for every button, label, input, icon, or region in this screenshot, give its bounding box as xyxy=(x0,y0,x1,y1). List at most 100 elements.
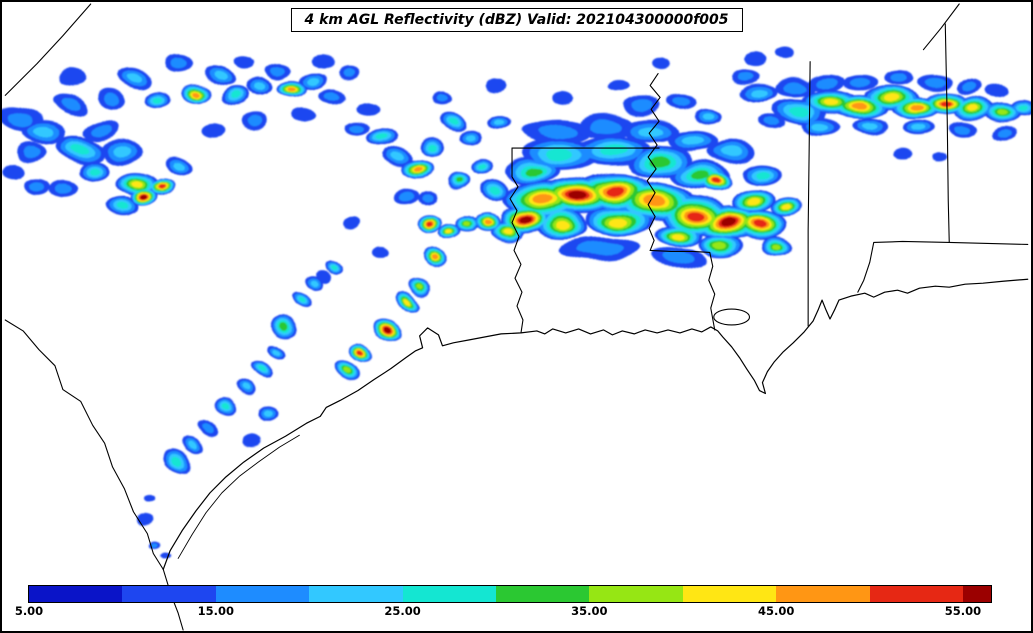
radar-echo xyxy=(233,56,256,71)
colorbar-tick-label: 15.00 xyxy=(197,604,234,618)
radar-echo xyxy=(743,52,768,67)
radar-echo xyxy=(550,91,573,106)
radar-echo xyxy=(822,98,840,106)
colorbar xyxy=(28,585,992,603)
radar-echo xyxy=(202,423,214,434)
radar-echo xyxy=(59,97,79,112)
radar-echo xyxy=(463,221,470,226)
radar-echo xyxy=(56,181,73,192)
radar-echo xyxy=(611,215,629,224)
radar-echo xyxy=(414,283,421,289)
radar-echoes-layer xyxy=(2,47,1031,562)
radar-echo xyxy=(130,180,143,188)
colorbar-tick-label: 25.00 xyxy=(384,604,421,618)
radar-echo xyxy=(88,165,101,173)
colorbar-segment xyxy=(682,586,777,602)
radar-echo xyxy=(426,221,433,226)
radar-echo xyxy=(748,197,761,205)
radar-echo xyxy=(691,170,710,180)
colorbar-segment xyxy=(29,586,123,602)
radar-echo xyxy=(351,123,365,132)
radar-echo xyxy=(31,180,47,190)
radar-echo xyxy=(328,263,336,270)
radar-echo xyxy=(238,386,248,395)
radar-echo xyxy=(314,269,331,284)
radar-echo xyxy=(862,123,878,132)
radar-echo xyxy=(24,147,42,159)
radar-echo xyxy=(220,404,229,412)
radar-echo xyxy=(486,76,509,91)
radar-echo xyxy=(478,164,487,170)
radar-echo xyxy=(428,144,437,150)
radar-echo xyxy=(645,195,665,206)
radar-echo xyxy=(296,298,304,305)
colorbar-segment xyxy=(309,586,403,602)
radar-echo xyxy=(3,162,28,179)
radar-echo xyxy=(171,162,185,172)
colorbar-tick-label: 45.00 xyxy=(757,604,795,618)
radar-echo xyxy=(811,123,829,132)
radar-echo xyxy=(158,184,165,189)
radar-echo xyxy=(419,192,432,201)
radar-echo xyxy=(91,123,111,136)
radar-echo xyxy=(720,147,741,157)
radar-echo xyxy=(151,542,159,547)
colorbar-tick-label: 55.00 xyxy=(944,604,982,618)
radar-echo xyxy=(547,149,576,161)
radar-echo xyxy=(140,194,147,199)
radar-echo xyxy=(673,97,693,107)
radar-echo xyxy=(997,109,1009,116)
mississippi-river xyxy=(646,72,661,251)
radar-echo xyxy=(588,119,623,134)
radar-echo xyxy=(882,94,897,101)
radar-echo xyxy=(849,77,871,88)
radar-echo xyxy=(815,77,837,88)
radar-echo xyxy=(212,73,226,82)
radar-echo xyxy=(890,72,909,83)
red-river-boundary xyxy=(4,3,92,96)
state-border-al-ga xyxy=(944,23,950,244)
radar-echo xyxy=(173,455,184,465)
colorbar-segment xyxy=(869,586,963,602)
radar-echo xyxy=(754,168,769,177)
radar-echo xyxy=(467,133,478,141)
radar-echo xyxy=(430,253,437,259)
radar-echo xyxy=(685,209,705,220)
radar-echo xyxy=(307,78,319,85)
radar-echo xyxy=(170,58,188,69)
radar-echo xyxy=(679,137,703,147)
radar-echo xyxy=(453,178,462,185)
colorbar-segment xyxy=(495,586,590,602)
radar-echo xyxy=(446,229,453,234)
radar-echo xyxy=(752,88,769,97)
barrier-island xyxy=(177,434,300,559)
rio-grande-river xyxy=(4,319,164,570)
radar-echo xyxy=(987,83,1011,98)
radar-echo xyxy=(359,350,365,356)
radar-echo xyxy=(343,367,351,374)
radar-echo xyxy=(188,441,198,449)
colorbar-segment xyxy=(215,586,310,602)
colorbar-segment xyxy=(589,586,683,602)
figure-title: 4 km AGL Reflectivity (dBZ) Valid: 20210… xyxy=(304,12,729,28)
radar-echo xyxy=(341,68,355,77)
radar-echo xyxy=(523,166,542,176)
radar-echo xyxy=(852,104,867,111)
radar-echo xyxy=(776,47,797,60)
radar-echo xyxy=(997,128,1011,137)
state-border-fl-ga xyxy=(948,241,1029,246)
radar-echo xyxy=(762,117,779,127)
radar-echo xyxy=(397,192,412,202)
colorbar-segment xyxy=(122,586,216,602)
radar-echo xyxy=(376,134,388,142)
radar-echo xyxy=(202,124,226,139)
radar-echo xyxy=(651,55,672,68)
radar-echo xyxy=(908,104,921,111)
radar-echo xyxy=(925,77,944,88)
radar-echo xyxy=(279,322,288,330)
radar-echo xyxy=(784,204,793,210)
radar-echo xyxy=(912,123,927,131)
radar-echo xyxy=(711,179,719,185)
